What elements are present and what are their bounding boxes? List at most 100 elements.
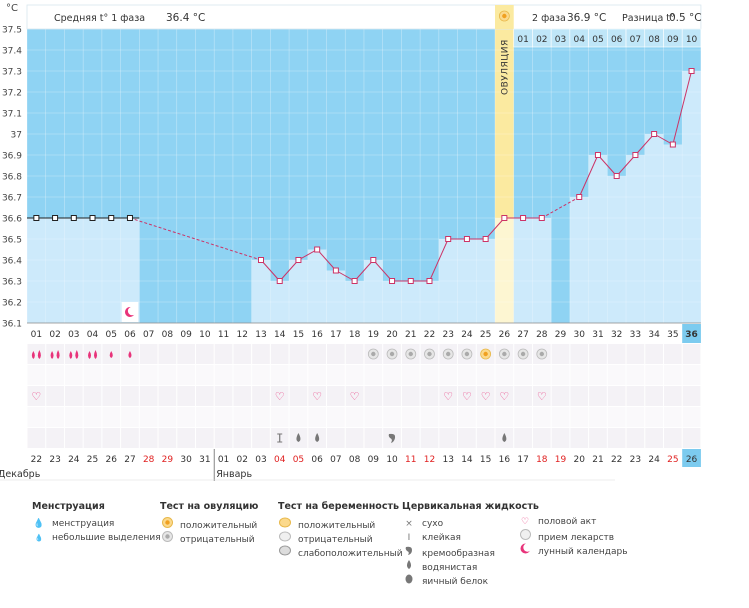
symptom-cell[interactable] [439, 365, 458, 385]
symptom-cell[interactable] [27, 386, 46, 406]
symptom-cell[interactable] [476, 365, 495, 385]
cycle-day-label[interactable]: 17 [330, 330, 341, 340]
symptom-cell[interactable] [177, 407, 195, 427]
symptom-cell[interactable] [64, 344, 83, 364]
symptom-cell[interactable] [570, 344, 589, 364]
symptom-cell[interactable] [289, 407, 308, 427]
symptom-cell[interactable] [383, 365, 401, 385]
symptom-cell[interactable] [532, 407, 551, 427]
symptom-cell[interactable] [46, 386, 64, 406]
cycle-day-label[interactable]: 05 [106, 330, 117, 340]
symptom-cell[interactable] [589, 344, 607, 364]
cycle-day-label[interactable]: 15 [293, 330, 304, 340]
symptom-cell[interactable] [327, 407, 345, 427]
symptom-cell[interactable] [270, 365, 289, 385]
symptom-cell[interactable] [495, 386, 514, 406]
symptom-cell[interactable] [233, 428, 252, 448]
symptom-cell[interactable] [458, 365, 476, 385]
symptom-cell[interactable] [64, 428, 83, 448]
symptom-cell[interactable] [570, 365, 589, 385]
symptom-cell[interactable] [327, 386, 345, 406]
symptom-cell[interactable] [177, 365, 195, 385]
symptom-cell[interactable] [589, 428, 607, 448]
symptom-cell[interactable] [458, 428, 476, 448]
symptom-cell[interactable] [476, 428, 495, 448]
symptom-cell[interactable] [607, 428, 626, 448]
cycle-day-label[interactable]: 02 [49, 330, 60, 340]
cycle-day-label[interactable]: 06 [124, 330, 136, 340]
symptom-cell[interactable] [252, 344, 270, 364]
symptom-cell[interactable] [607, 365, 626, 385]
cycle-day-label[interactable]: 11 [218, 330, 229, 340]
symptom-cell[interactable] [663, 386, 682, 406]
symptom-cell[interactable] [607, 344, 626, 364]
cycle-day-label[interactable]: 32 [611, 330, 622, 340]
symptom-cell[interactable] [177, 344, 195, 364]
symptom-cell[interactable] [139, 428, 158, 448]
symptom-cell[interactable] [121, 386, 139, 406]
symptom-cell[interactable] [27, 344, 46, 364]
cycle-day-label[interactable]: 16 [311, 330, 323, 340]
symptom-cell[interactable] [27, 407, 46, 427]
cycle-day-label[interactable]: 24 [461, 330, 473, 340]
symptom-cell[interactable] [64, 365, 83, 385]
symptom-cell[interactable] [46, 428, 64, 448]
symptom-cell[interactable] [345, 428, 364, 448]
symptom-cell[interactable] [102, 365, 121, 385]
symptom-cell[interactable] [308, 386, 327, 406]
symptom-cell[interactable] [570, 386, 589, 406]
symptom-cell[interactable] [401, 428, 420, 448]
symptom-cell[interactable] [682, 365, 701, 385]
symptom-cell[interactable] [308, 407, 327, 427]
symptom-cell[interactable] [476, 407, 495, 427]
symptom-cell[interactable] [514, 365, 532, 385]
symptom-cell[interactable] [327, 428, 345, 448]
cycle-day-label[interactable]: 26 [499, 330, 511, 340]
cycle-day-label[interactable]: 04 [87, 330, 99, 340]
symptom-cell[interactable] [195, 365, 214, 385]
symptom-cell[interactable] [64, 386, 83, 406]
cycle-day-label[interactable]: 33 [630, 330, 641, 340]
symptom-cell[interactable] [495, 407, 514, 427]
symptom-cell[interactable] [158, 365, 177, 385]
symptom-cell[interactable] [570, 428, 589, 448]
symptom-cell[interactable] [158, 428, 177, 448]
cycle-day-label[interactable]: 07 [143, 330, 154, 340]
symptom-cell[interactable] [364, 365, 383, 385]
symptom-cell[interactable] [663, 365, 682, 385]
symptom-cell[interactable] [345, 407, 364, 427]
symptom-cell[interactable] [27, 428, 46, 448]
symptom-cell[interactable] [551, 428, 570, 448]
symptom-cell[interactable] [551, 365, 570, 385]
symptom-cell[interactable] [663, 344, 682, 364]
symptom-cell[interactable] [139, 344, 158, 364]
cycle-day-label[interactable]: 10 [199, 330, 211, 340]
symptom-cell[interactable] [589, 365, 607, 385]
symptom-cell[interactable] [345, 365, 364, 385]
symptom-cell[interactable] [83, 428, 102, 448]
symptom-cell[interactable] [214, 365, 233, 385]
symptom-cell[interactable] [589, 386, 607, 406]
symptom-cell[interactable] [420, 428, 439, 448]
symptom-cell[interactable] [139, 386, 158, 406]
cycle-day-label[interactable]: 27 [517, 330, 528, 340]
cycle-day-label[interactable]: 29 [555, 330, 567, 340]
symptom-cell[interactable] [532, 428, 551, 448]
symptom-cell[interactable] [626, 365, 645, 385]
symptom-cell[interactable] [195, 386, 214, 406]
symptom-cell[interactable] [83, 365, 102, 385]
cycle-day-label[interactable]: 22 [424, 330, 435, 340]
symptom-cell[interactable] [645, 407, 663, 427]
symptom-cell[interactable] [158, 386, 177, 406]
symptom-cell[interactable] [420, 365, 439, 385]
cycle-day-label[interactable]: 34 [648, 330, 660, 340]
symptom-cell[interactable] [252, 407, 270, 427]
symptom-cell[interactable] [401, 386, 420, 406]
symptom-cell[interactable] [645, 344, 663, 364]
symptom-cell[interactable] [102, 386, 121, 406]
cycle-day-label[interactable]: 36 [685, 330, 698, 340]
symptom-cell[interactable] [645, 365, 663, 385]
symptom-cell[interactable] [439, 407, 458, 427]
symptom-cell[interactable] [458, 386, 476, 406]
symptom-cell[interactable] [682, 407, 701, 427]
